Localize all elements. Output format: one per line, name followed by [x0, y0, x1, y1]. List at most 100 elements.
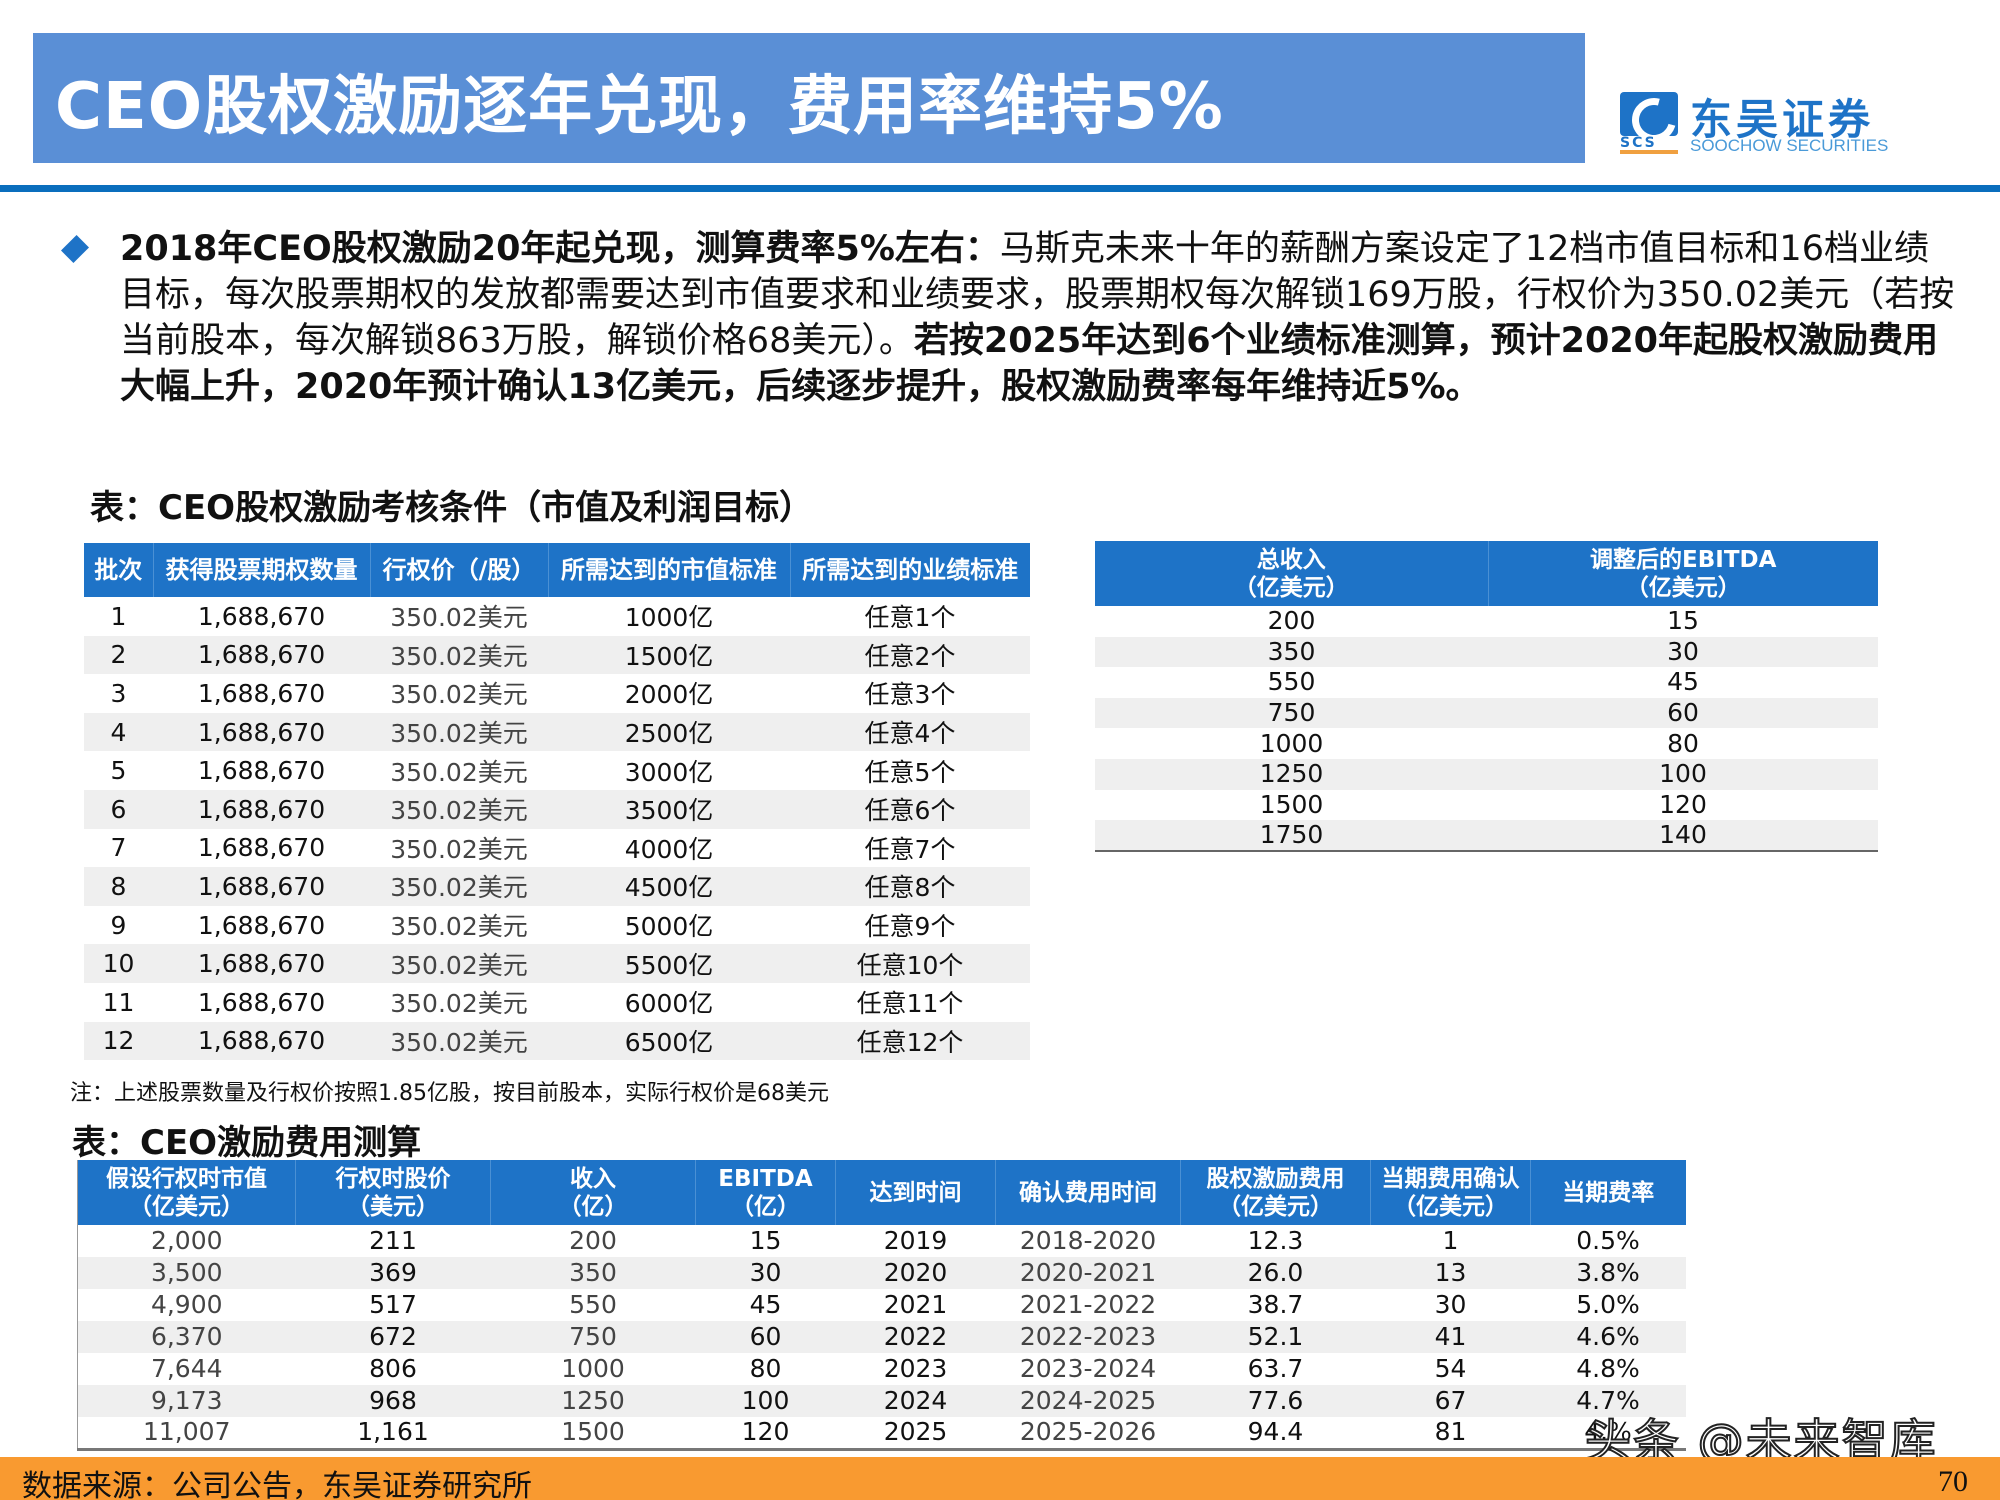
table-row: 4,900 517 550 45 2021 2021-2022 38.7 30 5.0%	[78, 1289, 1686, 1321]
column-header: 当期费率	[1530, 1160, 1686, 1225]
table-cell: 1,688,670	[153, 712, 370, 752]
table-cell: 80	[749, 1354, 782, 1383]
table-header-row: 批次 获得股票期权数量 行权价（/股） 所需达到的市值标准 所需达到的业绩标准	[84, 543, 1030, 597]
column-header: 确认费用时间	[995, 1160, 1181, 1225]
title-banner: CEO股权激励逐年兑现，费用率维持5%	[33, 33, 1585, 163]
column-header: 假设行权时市值 （亿美元）	[77, 1160, 296, 1225]
column-header: 获得股票期权数量	[153, 543, 371, 597]
table-cell: 6	[84, 789, 153, 829]
table-cell: 1250	[1095, 758, 1488, 790]
table-cell: 2024	[835, 1385, 996, 1417]
table-cell: 1,688,670	[153, 789, 370, 829]
column-header: EBITDA （亿）	[695, 1160, 836, 1225]
table-cell: 369	[295, 1257, 491, 1289]
table-cell: 任意9个	[864, 912, 956, 942]
table-cell: 200	[569, 1226, 617, 1255]
footer-bar: 数据来源：公司公告，东吴证券研究所 70	[0, 1457, 2000, 1500]
table-cell: 11,007	[143, 1417, 231, 1447]
table-cell: 100	[695, 1385, 836, 1417]
table-cell: 1750	[1095, 820, 1488, 852]
table1-note: 注：上述股票数量及行权价按照1.85亿股，按目前股本，实际行权价是68美元	[70, 1081, 829, 1106]
table-row: 9 1,688,670 350.02美元 5000亿 任意9个	[84, 906, 1030, 945]
table-cell: 1	[1442, 1226, 1459, 1255]
table-cell: 750	[1095, 697, 1488, 729]
table-cell: 94.4	[1247, 1417, 1304, 1447]
table-cell: 517	[369, 1290, 417, 1319]
table-row: 750 60	[1095, 697, 1878, 729]
table-cell: 1500	[561, 1417, 625, 1447]
table-cell: 211	[369, 1226, 417, 1255]
table-cell: 7	[110, 833, 127, 863]
table-cell: 60	[695, 1321, 836, 1353]
table-cell: 30	[695, 1257, 836, 1289]
table-cell: 2020	[835, 1257, 996, 1289]
table-cell: 1,688,670	[153, 944, 370, 983]
table-cell: 任意4个	[790, 712, 1030, 752]
table-cell: 13	[1370, 1257, 1531, 1289]
column-header: 所需达到的市值标准	[548, 543, 791, 597]
table-row: 1 1,688,670 350.02美元 1000亿 任意1个	[84, 597, 1030, 636]
table-cell: 350.02美元	[370, 944, 548, 983]
table-cell: 2021	[883, 1290, 948, 1319]
table-row: 9,173 968 1250 100 2024 2024-2025 77.6 67 4.7%	[77, 1385, 1686, 1417]
table-cell: 任意7个	[864, 834, 956, 864]
table-cell: 350.02美元	[370, 712, 548, 752]
table-cell: 2025	[883, 1417, 948, 1447]
table-row: 12 1,688,670 350.02美元 6500亿 任意12个	[84, 1021, 1030, 1061]
table-cell: 12.3	[1247, 1226, 1304, 1255]
column-header: 收入 （亿）	[490, 1160, 696, 1225]
table-cell: 任意8个	[790, 867, 1030, 906]
table-row: 7,644 806 1000 80 2023 2023-2024 63.7 54 4.8%	[78, 1353, 1686, 1385]
table-cell: 30	[1434, 1290, 1467, 1319]
table-cell: 1,688,670	[197, 987, 326, 1017]
table-cell: 45	[1667, 667, 1699, 697]
page-title: CEO股权激励逐年兑现，费用率维持5%	[55, 70, 1224, 144]
table-cell: 3.8%	[1530, 1257, 1686, 1289]
table-row: 200 15	[1095, 606, 1878, 637]
column-header: 达到时间	[835, 1160, 996, 1225]
table-cell: 550	[569, 1290, 617, 1319]
summary-lead: 2018年CEO股权激励20年起兑现，测算费率5%左右：	[120, 229, 1000, 269]
table-cell: 3	[110, 678, 127, 708]
table-cell: 5000亿	[624, 912, 714, 942]
table-cell: 200	[1267, 606, 1316, 636]
table-cell: 10	[84, 944, 153, 983]
table-cell: 2024-2025	[995, 1385, 1181, 1417]
table-cell: 1,688,670	[153, 1021, 370, 1061]
table-cell: 45	[749, 1290, 782, 1319]
table-cell: 2025-2026	[1019, 1417, 1157, 1447]
header-divider	[0, 185, 2000, 192]
table-row: 10 1,688,670 350.02美元 5500亿 任意10个	[84, 944, 1030, 983]
table-cell: 350.02美元	[370, 635, 548, 675]
table-cell: 350.02美元	[370, 789, 548, 829]
table-cell: 4.8%	[1576, 1354, 1640, 1383]
table-cell: 5.0%	[1576, 1290, 1640, 1319]
scs-logo-icon	[1620, 92, 1678, 136]
table-cell: 350.02美元	[390, 757, 528, 787]
table-row: 11 1,688,670 350.02美元 6000亿 任意11个	[84, 983, 1030, 1022]
table-cell: 2019	[883, 1226, 948, 1255]
table-cell: 2021-2022	[1019, 1290, 1157, 1319]
table-cell: 任意2个	[790, 635, 1030, 675]
table-cell: 350	[490, 1257, 696, 1289]
table-cell: 4.%	[1584, 1417, 1632, 1447]
column-header: 所需达到的业绩标准	[790, 543, 1030, 597]
table-cell: 2022	[835, 1321, 996, 1353]
table-cell: 4,900	[150, 1290, 223, 1319]
column-header: 股权激励费用 （亿美元）	[1180, 1160, 1371, 1225]
table-cell: 350	[1095, 636, 1488, 668]
table-cell: 1,688,670	[197, 601, 326, 631]
table-cell: 77.6	[1180, 1385, 1371, 1417]
table-cell: 63.7	[1247, 1354, 1304, 1383]
table-cell: 1250	[490, 1385, 696, 1417]
table-cell: 1000	[1259, 728, 1324, 758]
column-header: 批次	[84, 543, 154, 597]
table-cell: 11	[102, 987, 135, 1017]
table-cell: 1000	[561, 1354, 625, 1383]
table-cell: 1,688,670	[153, 635, 370, 675]
summary-paragraph: 2018年CEO股权激励20年起兑现，测算费率5%左右：马斯克未来十年的薪酬方案…	[120, 226, 1960, 410]
table-cell: 5500亿	[548, 944, 790, 983]
table-cell: 15	[749, 1226, 782, 1255]
table-cell: 120	[741, 1417, 790, 1447]
table-cell: 3000亿	[624, 757, 714, 787]
